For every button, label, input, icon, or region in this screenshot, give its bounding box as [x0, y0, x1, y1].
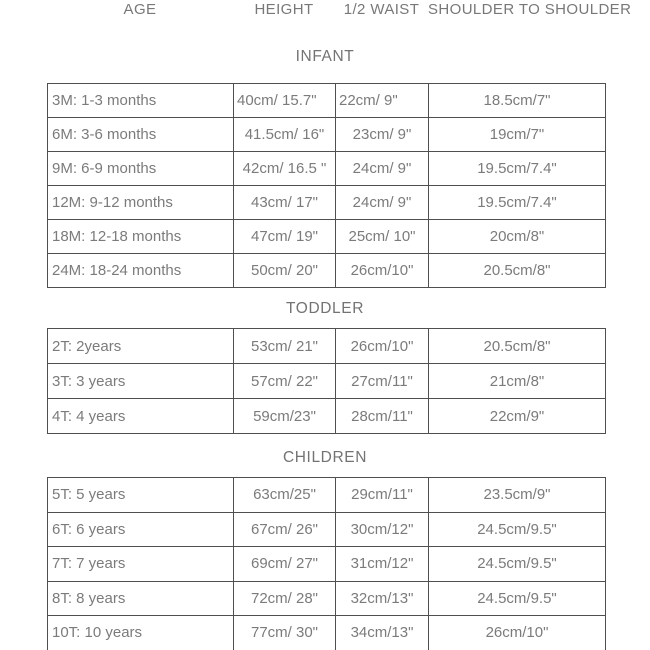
table-row: 2T: 2years 53cm/ 21" 26cm/10" 20.5cm/8" — [47, 328, 606, 364]
size-table-infant: 3M: 1-3 months 40cm/ 15.7" 22cm/ 9" 18.5cm/… — [47, 83, 606, 288]
table-cell: 63cm/25" — [233, 477, 336, 513]
table-row: 10T: 10 years 77cm/ 30" 34cm/13" 26cm/10" — [47, 615, 606, 650]
table-cell: 59cm/23" — [233, 398, 336, 434]
table-row: 6M: 3-6 months 41.5cm/ 16" 23cm/ 9" 19cm/7" — [47, 117, 606, 152]
table-cell: 4T: 4 years — [47, 398, 234, 434]
table-cell: 8T: 8 years — [47, 580, 234, 616]
table-cell: 72cm/ 28" — [233, 580, 336, 616]
table-cell: 18M: 12-18 months — [47, 219, 234, 254]
table-cell: 26cm/10" — [428, 615, 606, 650]
table-cell: 7T: 7 years — [47, 546, 234, 582]
column-header-height: HEIGHT — [254, 1, 314, 18]
section-title-infant: INFANT — [295, 48, 355, 65]
table-row: 18M: 12-18 months 47cm/ 19" 25cm/ 10" 20cm/… — [47, 219, 606, 254]
table-cell: 24cm/ 9" — [335, 151, 429, 186]
table-cell: 3M: 1-3 months — [47, 83, 234, 118]
table-cell: 31cm/12" — [335, 546, 429, 582]
table-cell: 25cm/ 10" — [335, 219, 429, 254]
table-cell: 47cm/ 19" — [233, 219, 336, 254]
table-cell: 77cm/ 30" — [233, 615, 336, 650]
section-title-toddler: TODDLER — [286, 300, 364, 317]
table-cell: 24.5cm/9.5" — [428, 546, 606, 582]
column-header-shoulder: SHOULDER TO SHOULDER — [428, 1, 632, 18]
table-cell: 24.5cm/9.5" — [428, 580, 606, 616]
table-cell: 19cm/7" — [428, 117, 606, 152]
table-cell: 23.5cm/9" — [428, 477, 606, 513]
table-cell: 19.5cm/7.4" — [428, 185, 606, 220]
table-cell: 23cm/ 9" — [335, 117, 429, 152]
table-row: 4T: 4 years 59cm/23" 28cm/11" 22cm/9" — [47, 398, 606, 434]
column-header-row: AGE HEIGHT 1/2 WAIST SHOULDER TO SHOULDE… — [47, 1, 632, 18]
table-cell: 50cm/ 20" — [233, 253, 336, 288]
table-cell: 30cm/12" — [335, 511, 429, 547]
table-cell: 24cm/ 9" — [335, 185, 429, 220]
table-cell: 9M: 6-9 months — [47, 151, 234, 186]
column-header-age: AGE — [123, 1, 157, 18]
table-row: 3T: 3 years 57cm/ 22" 27cm/11" 21cm/8" — [47, 363, 606, 399]
table-cell: 18.5cm/7" — [428, 83, 606, 118]
table-row: 7T: 7 years 69cm/ 27" 31cm/12" 24.5cm/9.5" — [47, 546, 606, 582]
table-cell: 5T: 5 years — [47, 477, 234, 513]
table-cell: 22cm/9" — [428, 398, 606, 434]
table-cell: 57cm/ 22" — [233, 363, 336, 399]
section-title-children: CHILDREN — [282, 449, 368, 466]
table-cell: 24M: 18-24 months — [47, 253, 234, 288]
table-row: 24M: 18-24 months 50cm/ 20" 26cm/10" 20.5cm… — [47, 253, 606, 288]
table-row: 12M: 9-12 months 43cm/ 17" 24cm/ 9" 19.5cm/… — [47, 185, 606, 220]
table-cell: 42cm/ 16.5 " — [233, 151, 336, 186]
table-cell: 26cm/10" — [335, 253, 429, 288]
table-row: 6T: 6 years 67cm/ 26" 30cm/12" 24.5cm/9.5" — [47, 511, 606, 547]
table-cell: 43cm/ 17" — [233, 185, 336, 220]
table-cell: 19.5cm/7.4" — [428, 151, 606, 186]
table-cell: 3T: 3 years — [47, 363, 234, 399]
table-cell: 26cm/10" — [335, 328, 429, 364]
table-cell: 24.5cm/9.5" — [428, 511, 606, 547]
table-row: 9M: 6-9 months 42cm/ 16.5 " 24cm/ 9" 19.5cm… — [47, 151, 606, 186]
table-cell: 28cm/11" — [335, 398, 429, 434]
table-cell: 20.5cm/8" — [428, 253, 606, 288]
table-row: 8T: 8 years 72cm/ 28" 32cm/13" 24.5cm/9.5" — [47, 580, 606, 616]
table-cell: 10T: 10 years — [47, 615, 234, 650]
table-cell: 32cm/13" — [335, 580, 429, 616]
size-table-toddler: 2T: 2years 53cm/ 21" 26cm/10" 20.5cm/8" 3T: … — [47, 328, 606, 434]
table-cell: 29cm/11" — [335, 477, 429, 513]
table-row: 5T: 5 years 63cm/25" 29cm/11" 23.5cm/9" — [47, 477, 606, 513]
table-cell: 2T: 2years — [47, 328, 234, 364]
table-cell: 69cm/ 27" — [233, 546, 336, 582]
table-cell: 6M: 3-6 months — [47, 117, 234, 152]
table-cell: 12M: 9-12 months — [47, 185, 234, 220]
column-header-waist: 1/2 WAIST — [343, 1, 420, 18]
table-cell: 21cm/8" — [428, 363, 606, 399]
table-cell: 20cm/8" — [428, 219, 606, 254]
table-row: 3M: 1-3 months 40cm/ 15.7" 22cm/ 9" 18.5cm/… — [47, 83, 606, 118]
table-cell: 67cm/ 26" — [233, 511, 336, 547]
table-cell: 22cm/ 9" — [335, 83, 429, 118]
table-cell: 40cm/ 15.7" — [233, 83, 336, 118]
table-cell: 53cm/ 21" — [233, 328, 336, 364]
table-cell: 20.5cm/8" — [428, 328, 606, 364]
size-table-children: 5T: 5 years 63cm/25" 29cm/11" 23.5cm/9" 6T: … — [47, 477, 606, 650]
table-cell: 34cm/13" — [335, 615, 429, 650]
table-cell: 41.5cm/ 16" — [233, 117, 336, 152]
table-cell: 27cm/11" — [335, 363, 429, 399]
table-cell: 6T: 6 years — [47, 511, 234, 547]
